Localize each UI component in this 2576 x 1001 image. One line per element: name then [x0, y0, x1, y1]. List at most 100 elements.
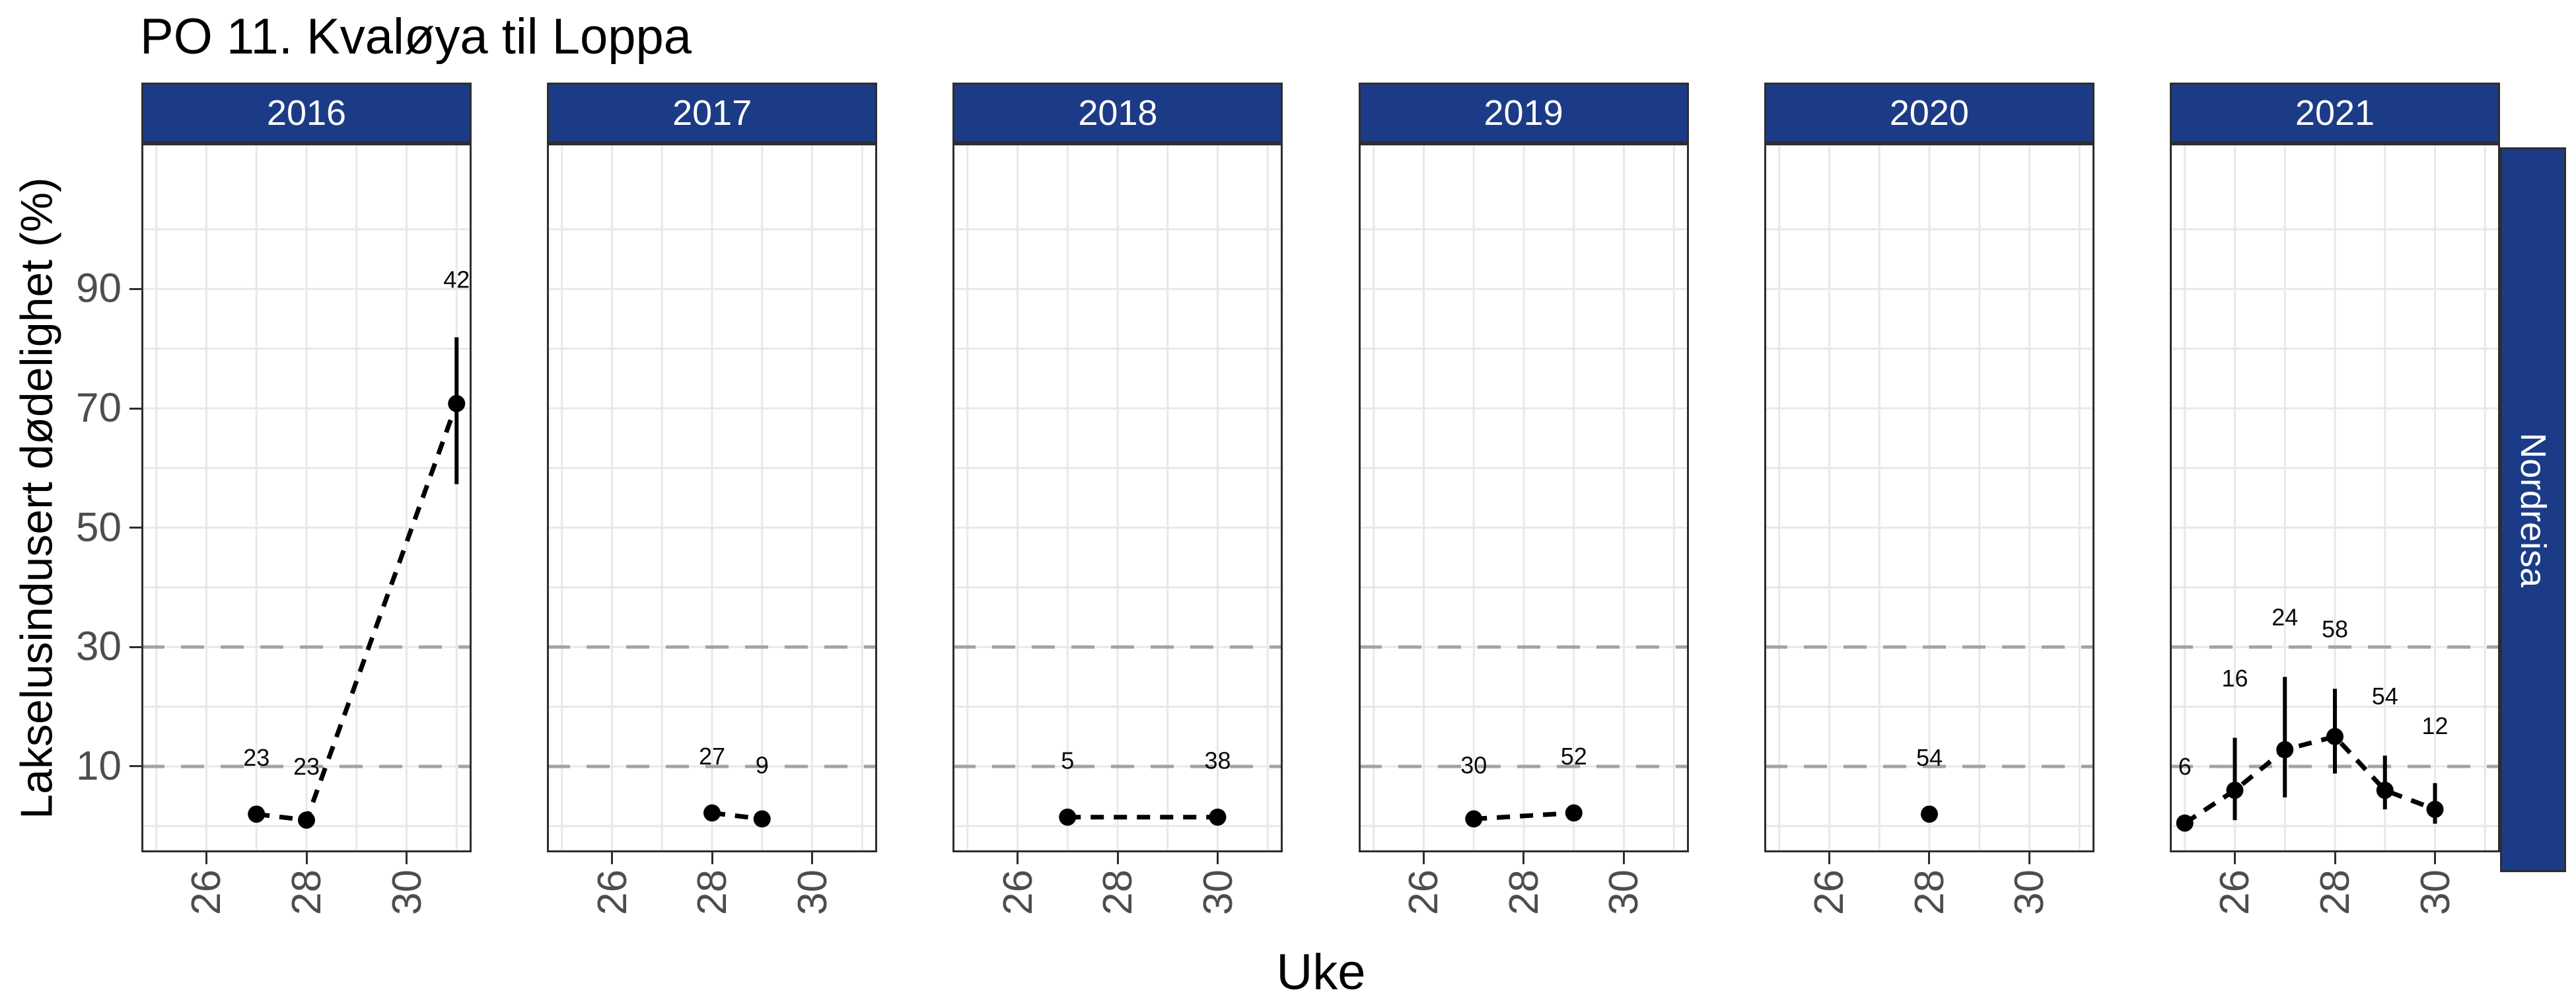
- data-point-2021-w29: [2376, 782, 2394, 799]
- facet-row-strip-label: Nordreisa: [2513, 432, 2553, 587]
- x-tick-label-text: 28: [690, 870, 736, 915]
- x-tick-2021-28: [2334, 852, 2336, 864]
- y-tick-label-30: 30: [76, 624, 122, 670]
- x-tick-2017-28: [711, 852, 713, 864]
- x-tick-2021-26: [2233, 852, 2236, 864]
- point-label-2019-w27: 30: [1460, 752, 1487, 779]
- x-tick-2017-26: [611, 852, 614, 864]
- data-point-2021-w30: [2426, 800, 2444, 818]
- data-point-2016-w27: [248, 805, 266, 823]
- y-tick-label-90: 90: [76, 266, 122, 312]
- x-tick-label-2018-30: 30: [1196, 870, 1244, 915]
- point-label-2016-w28: 23: [293, 753, 320, 780]
- x-tick-label-2019-28: 28: [1501, 870, 1550, 915]
- x-tick-label-2016-30: 30: [384, 870, 433, 915]
- point-label-2021-w28: 58: [2322, 616, 2348, 643]
- y-tick-label-70: 70: [76, 385, 122, 431]
- facet-strip-label: 2020: [1889, 93, 1969, 133]
- data-point-2021-w27: [2276, 741, 2294, 759]
- data-point-2019-w27: [1464, 810, 1482, 828]
- point-label-2019-w29: 52: [1560, 743, 1587, 770]
- data-point-2018-w27: [1059, 808, 1077, 826]
- facet-strip-2021: 2021: [2170, 83, 2500, 143]
- x-tick-label-text: 26: [995, 870, 1041, 915]
- x-tick-2020-30: [2028, 852, 2030, 864]
- x-tick-label-text: 30: [2007, 870, 2053, 915]
- point-label-2016-w31: 42: [443, 266, 470, 293]
- panel-2021: 6 16 24 58 54 12: [2170, 143, 2500, 852]
- x-tick-label-text: 26: [2212, 870, 2258, 915]
- panel-svg-2019: 30 52: [1358, 143, 1689, 852]
- x-tick-label-2019-30: 30: [1601, 870, 1649, 915]
- facet-strip-label: 2019: [1484, 93, 1563, 133]
- panel-border: [952, 143, 1283, 852]
- panel-border: [2170, 143, 2500, 852]
- x-tick-label-text: 28: [2312, 870, 2358, 915]
- point-label-2020-w28: 54: [1916, 744, 1943, 771]
- x-tick-label-2016-28: 28: [284, 870, 332, 915]
- x-tick-label-text: 28: [1095, 870, 1141, 915]
- trend-line-2021: [2183, 733, 2436, 825]
- x-tick-2019-26: [1422, 852, 1425, 864]
- x-tick-label-text: 26: [1807, 870, 1853, 915]
- data-point-2016-w31: [448, 394, 466, 412]
- x-tick-label-2017-26: 26: [590, 870, 638, 915]
- x-tick-2020-28: [1928, 852, 1931, 864]
- point-label-2018-w27: 5: [1061, 747, 1075, 774]
- data-point-2018-w30: [1209, 808, 1227, 826]
- x-tick-2018-28: [1116, 852, 1119, 864]
- facet-strip-label: 2021: [2295, 93, 2375, 133]
- x-tick-label-2018-28: 28: [1095, 870, 1143, 915]
- x-tick-label-2020-28: 28: [1907, 870, 1955, 915]
- panel-svg-2016: 23 23 42: [141, 143, 472, 852]
- x-tick-2021-30: [2434, 852, 2436, 864]
- x-tick-label-2020-26: 26: [1807, 870, 1855, 915]
- x-tick-label-text: 26: [1401, 870, 1447, 915]
- data-point-2020-w28: [1920, 805, 1938, 823]
- y-tick-label-50: 50: [76, 504, 122, 550]
- facet-strip-2019: 2019: [1358, 83, 1689, 143]
- panel-border: [141, 143, 472, 852]
- x-tick-label-2016-26: 26: [184, 870, 232, 915]
- point-label-2016-w27: 23: [243, 744, 269, 771]
- x-tick-2016-30: [406, 852, 408, 864]
- x-tick-label-2018-26: 26: [995, 870, 1044, 915]
- data-point-2017-w29: [753, 810, 771, 828]
- panel-2016: 23 23 42: [141, 143, 472, 852]
- facet-strip-label: 2017: [672, 93, 752, 133]
- x-tick-label-2017-30: 30: [790, 870, 838, 915]
- point-label-2017-w29: 9: [756, 752, 769, 779]
- facet-strip-label: 2018: [1078, 93, 1158, 133]
- x-tick-2016-26: [205, 852, 207, 864]
- facet-row-strip: Nordreisa: [2500, 147, 2566, 872]
- y-tick-10: [129, 765, 141, 768]
- x-tick-label-text: 28: [1906, 870, 1952, 915]
- data-point-2016-w28: [298, 811, 315, 829]
- data-point-2021-w28: [2326, 727, 2343, 745]
- point-label-2021-w27: 24: [2272, 604, 2298, 631]
- facet-strip-2020: 2020: [1764, 83, 2094, 143]
- point-label-2021-w25: 6: [2178, 753, 2192, 780]
- x-tick-label-text: 30: [384, 870, 430, 915]
- panel-2017: 27 9: [547, 143, 878, 852]
- x-tick-label-2019-26: 26: [1401, 870, 1449, 915]
- x-tick-label-text: 30: [1601, 870, 1647, 915]
- x-axis-title: Uke: [1276, 944, 1366, 1000]
- x-tick-label-2021-28: 28: [2312, 870, 2361, 915]
- facet-strip-2018: 2018: [952, 83, 1283, 143]
- data-point-2021-w26: [2226, 782, 2244, 799]
- panel-2018: 5 38: [952, 143, 1283, 852]
- y-tick-90: [129, 287, 141, 290]
- x-tick-2020-26: [1828, 852, 1830, 864]
- x-tick-label-text: 26: [589, 870, 635, 915]
- x-tick-2016-28: [305, 852, 308, 864]
- x-tick-2019-30: [1622, 852, 1625, 864]
- chart-title: PO 11. Kvaløya til Loppa: [140, 9, 692, 65]
- data-point-2019-w29: [1565, 804, 1583, 822]
- y-tick-50: [129, 527, 141, 529]
- panel-svg-2021: 6 16 24 58 54 12: [2170, 143, 2500, 852]
- x-tick-label-text: 28: [284, 870, 330, 915]
- x-tick-label-text: 30: [1195, 870, 1241, 915]
- x-tick-label-2021-26: 26: [2212, 870, 2260, 915]
- panel-svg-2020: 54: [1764, 143, 2094, 852]
